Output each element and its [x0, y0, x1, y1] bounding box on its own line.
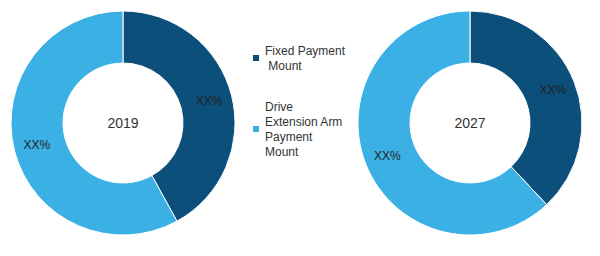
svg-text:XX%: XX%	[374, 149, 401, 163]
svg-text:Fixed Payment: Fixed Payment	[265, 44, 346, 58]
svg-text:Mount: Mount	[265, 145, 299, 159]
svg-text:2027: 2027	[454, 115, 485, 131]
svg-text:XX%: XX%	[539, 83, 566, 97]
svg-text:2019: 2019	[107, 115, 138, 131]
svg-text:Mount: Mount	[265, 59, 302, 73]
svg-text:Drive: Drive	[265, 100, 296, 114]
svg-text:Payment: Payment	[265, 130, 316, 144]
svg-text:Extension Arm: Extension Arm	[265, 115, 346, 129]
svg-text:XX%: XX%	[23, 138, 50, 152]
svg-text:XX%: XX%	[196, 94, 223, 108]
